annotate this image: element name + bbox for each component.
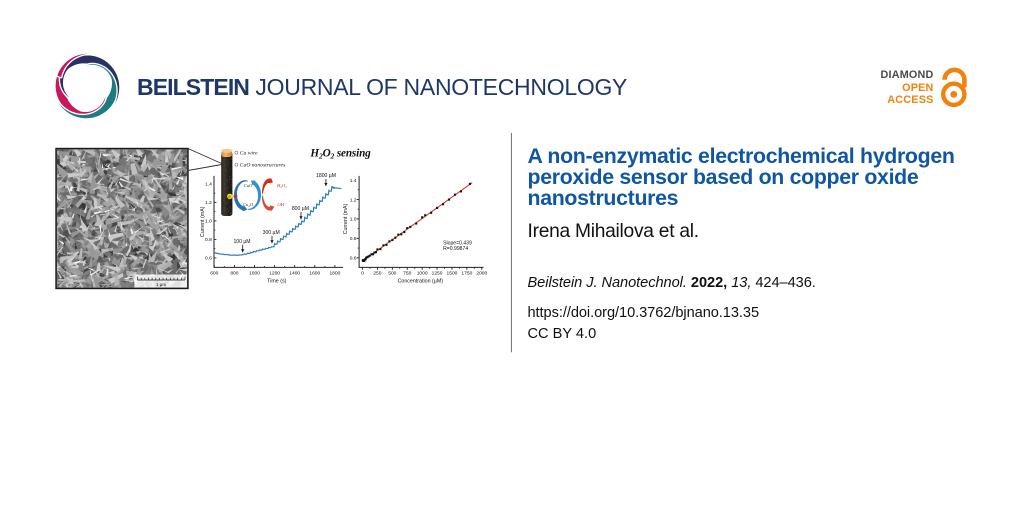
svg-text:1 µm: 1 µm	[156, 282, 166, 287]
svg-text:750: 750	[403, 271, 411, 277]
svg-text:0.8: 0.8	[205, 237, 212, 243]
svg-text:CuO nanostructures: CuO nanostructures	[240, 163, 285, 169]
svg-text:2000: 2000	[476, 271, 487, 277]
svg-text:1750: 1750	[461, 271, 472, 277]
svg-text:H2O2 sensing: H2O2 sensing	[309, 148, 371, 161]
svg-text:1500: 1500	[447, 271, 458, 277]
svg-text:800: 800	[230, 271, 238, 277]
svg-text:1.2: 1.2	[350, 197, 357, 203]
svg-text:300 µM: 300 µM	[263, 230, 280, 236]
svg-text:R=0.99874: R=0.99874	[443, 246, 468, 252]
svg-text:Time (s): Time (s)	[267, 279, 286, 285]
svg-text:1250: 1250	[432, 271, 443, 277]
svg-text:Current (mA): Current (mA)	[200, 206, 206, 237]
svg-text:0.6: 0.6	[350, 256, 357, 262]
svg-text:0.6: 0.6	[205, 256, 212, 262]
svg-text:Cu wire: Cu wire	[240, 151, 258, 157]
svg-text:1.0: 1.0	[350, 217, 357, 223]
svg-text:e: e	[228, 194, 231, 199]
svg-text:1800: 1800	[329, 271, 340, 277]
svg-text:Concentration (µM): Concentration (µM)	[398, 279, 444, 285]
svg-text:H₂O₂: H₂O₂	[276, 183, 287, 188]
svg-text:1.4: 1.4	[350, 178, 357, 184]
svg-text:800 µM: 800 µM	[292, 206, 309, 212]
svg-text:Slope=0.439: Slope=0.439	[443, 240, 472, 246]
svg-text:1600: 1600	[309, 271, 320, 277]
svg-text:1.2: 1.2	[205, 200, 212, 206]
svg-text:1.0: 1.0	[205, 219, 212, 225]
svg-text:Cu₂O: Cu₂O	[243, 202, 254, 207]
svg-text:1000: 1000	[249, 271, 260, 277]
svg-text:1400: 1400	[289, 271, 300, 277]
svg-text:Current (mA): Current (mA)	[343, 203, 349, 234]
svg-text:0: 0	[361, 271, 364, 277]
svg-text:1200: 1200	[269, 271, 280, 277]
svg-text:0.8: 0.8	[350, 236, 357, 242]
svg-text:500: 500	[388, 271, 396, 277]
svg-text:100 µM: 100 µM	[233, 239, 250, 245]
svg-text:600: 600	[210, 271, 218, 277]
svg-text:1000: 1000	[417, 271, 428, 277]
svg-text:1800 µM: 1800 µM	[316, 173, 336, 179]
svg-text:250: 250	[373, 271, 381, 277]
svg-text:OH⁻: OH⁻	[277, 202, 287, 207]
svg-text:1.4: 1.4	[205, 182, 212, 188]
svg-text:CuO: CuO	[244, 183, 253, 188]
